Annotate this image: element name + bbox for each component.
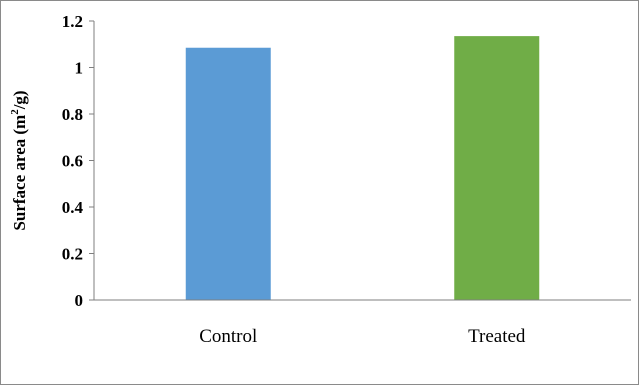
y-axis-title-superscript: 2 [9,109,21,115]
y-axis-title: Surface area (m2/g) [9,90,29,230]
bar-treated [454,36,540,301]
y-axis-title-main: Surface area (m [10,115,29,231]
y-tick-label: 0.6 [62,152,83,171]
x-category-label: Treated [468,326,526,347]
bars-layer [185,36,540,301]
y-axis-title-unit: /g) [10,90,29,110]
y-tick-label: 0.4 [62,198,84,217]
x-category-label: Control [199,326,257,347]
y-tick-label: 0 [75,291,84,310]
y-tick-label: 1.2 [62,12,83,31]
y-tick-label: 1 [75,59,84,78]
y-tick-label: 0.2 [62,245,83,264]
y-ticks-layer: 0 0.2 0.4 0.6 0.8 1 1.2 [62,12,94,310]
y-tick-label: 0.8 [62,105,83,124]
bar-control [185,47,271,300]
x-labels-layer: Control Treated [199,326,526,347]
